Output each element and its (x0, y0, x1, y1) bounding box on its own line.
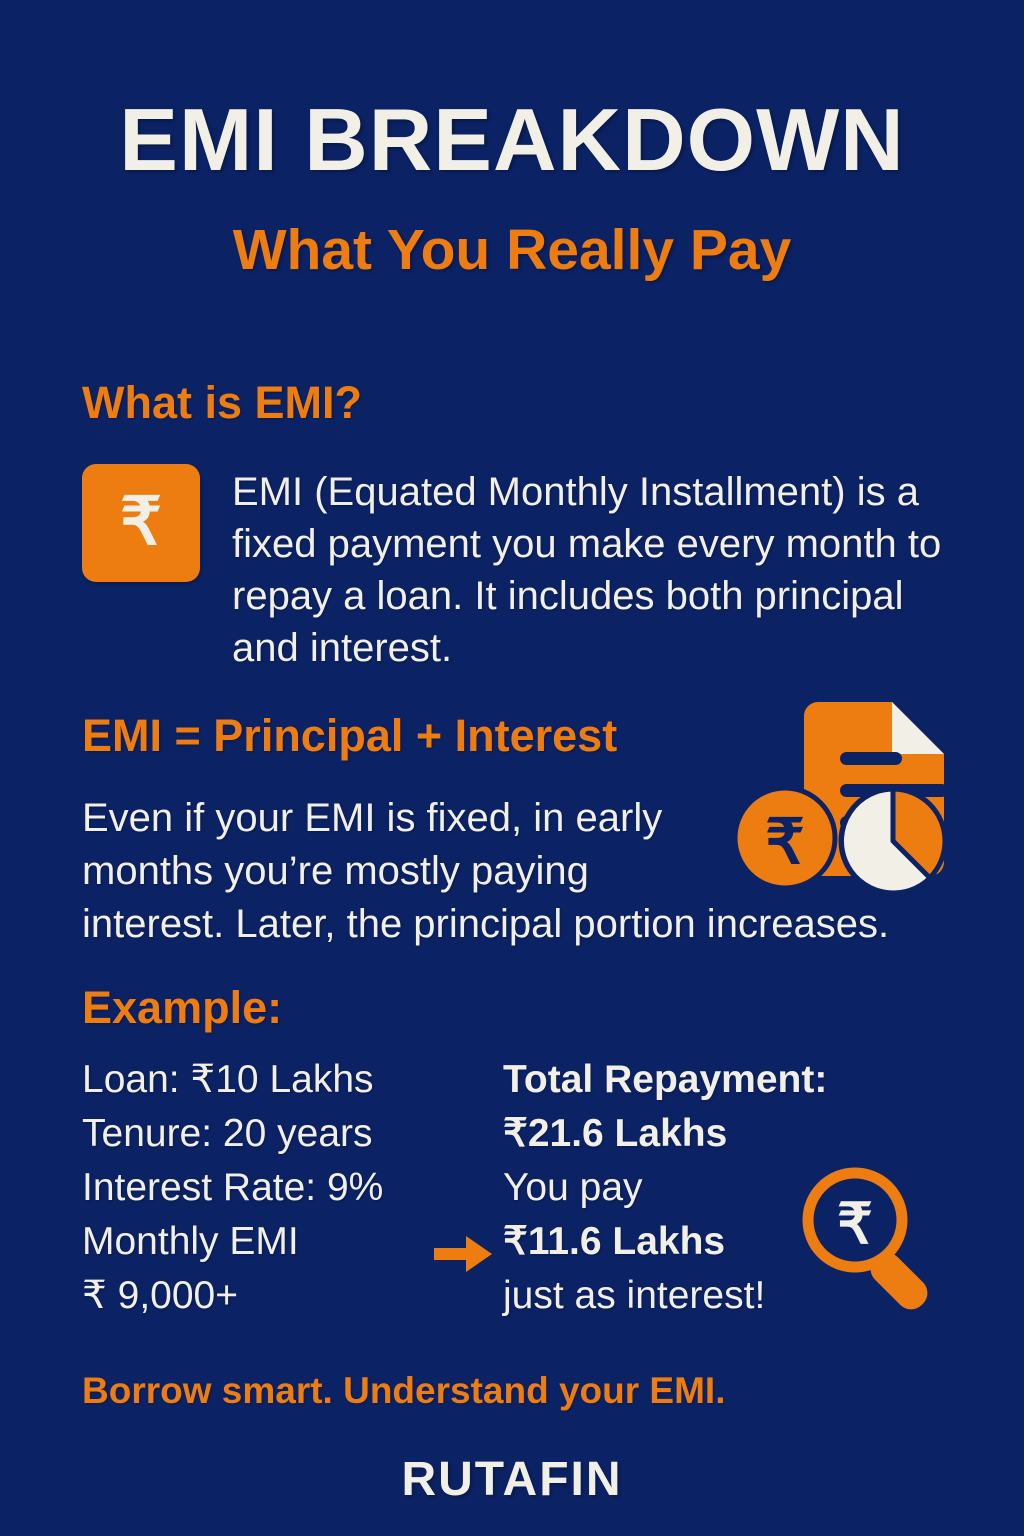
brand-logo: RUTAFIN (401, 1453, 623, 1506)
example-left-line: ₹ 9,000+ (82, 1274, 239, 1317)
coin-rupee-icon: ₹ (765, 808, 804, 877)
document-coin-pie-icon: ₹ (730, 698, 965, 903)
footer-tagline: Borrow smart. Understand your EMI. (82, 1370, 726, 1411)
formula-body-line-3: interest. Later, the principal portion i… (82, 902, 890, 946)
section-heading-example: Example: (82, 982, 283, 1033)
rupee-tile-icon: ₹ (82, 464, 200, 582)
example-right-column: Total Repayment: ₹21.6 Lakhs You pay ₹11… (503, 1053, 833, 1323)
magnifier-rupee-icon: ₹ (795, 1160, 945, 1310)
example-right-line: Total Repayment: (503, 1058, 828, 1101)
page-title: EMI BREAKDOWN (119, 90, 905, 189)
example-right-line: ₹21.6 Lakhs (503, 1112, 728, 1155)
page-subtitle: What You Really Pay (232, 218, 792, 282)
arrow-right-svg (434, 1236, 492, 1272)
pie-chart-major-slice (839, 786, 933, 896)
arrow-right-icon (434, 1232, 494, 1276)
magnifier-rupee-glyph: ₹ (837, 1192, 873, 1255)
magnifier-lens-icon (802, 1167, 908, 1273)
example-left-line: Interest Rate: 9% (82, 1166, 384, 1209)
example-left-line: Loan: ₹10 Lakhs (82, 1058, 374, 1101)
document-fold-icon (892, 702, 944, 754)
magnifier-handle-icon (870, 1252, 928, 1310)
example-right-line: just as interest! (503, 1274, 766, 1317)
document-coin-pie-svg: ₹ (732, 702, 948, 896)
formula-body-line-1: Even if your EMI is fixed, in early (82, 796, 663, 840)
formula-body: Even if your EMI is fixed, in early mont… (82, 792, 889, 951)
example-left-column: Loan: ₹10 Lakhs Tenure: 20 years Interes… (82, 1053, 442, 1323)
what-is-emi-body: EMI (Equated Monthly Installment) is a f… (232, 470, 942, 670)
example-right-line: ₹11.6 Lakhs (503, 1220, 726, 1263)
example-left-line: Tenure: 20 years (82, 1112, 373, 1155)
formula-body-line-2: months you’re mostly paying (82, 849, 589, 893)
section-heading-formula: EMI = Principal + Interest (82, 710, 618, 761)
section-heading-what-is-emi: What is EMI? (82, 377, 362, 428)
rupee-icon: ₹ (120, 484, 162, 558)
magnifier-svg: ₹ (802, 1167, 928, 1310)
example-left-line: Monthly EMI (82, 1220, 299, 1263)
example-right-line: You pay (503, 1166, 643, 1209)
coin-icon (732, 785, 838, 891)
document-line-1 (840, 752, 902, 765)
